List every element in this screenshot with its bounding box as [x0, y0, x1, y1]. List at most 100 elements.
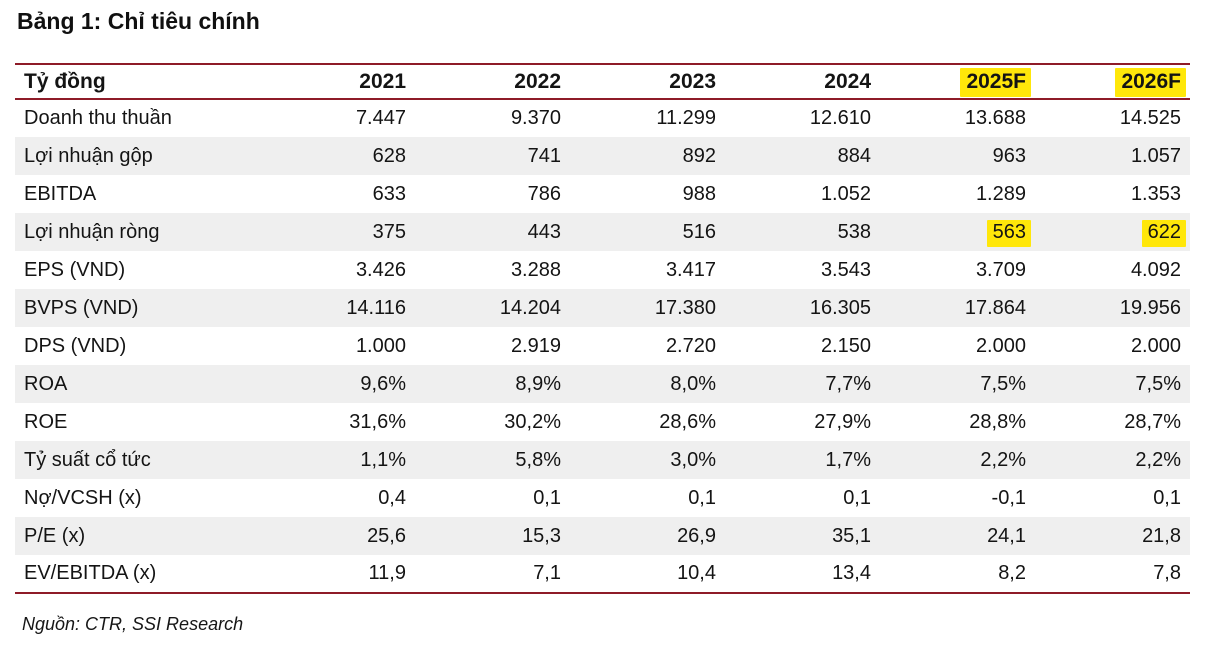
value-cell: 1.052 [820, 182, 871, 205]
value-cell: 633 [372, 182, 406, 205]
value-cell: 892 [682, 144, 716, 167]
value-cell: 563 [880, 213, 1035, 251]
value-cell: 24,1 [987, 524, 1026, 547]
value-cell: 3,0% [670, 448, 716, 471]
value-cell: 14.204 [499, 296, 561, 319]
value-cell: 7,5% [980, 372, 1026, 395]
row-label: ROA [24, 372, 68, 395]
value-cell: 7.447 [355, 107, 406, 129]
year-column-header: 2025F [880, 64, 1035, 100]
table-row: BVPS (VND) 14.116 14.204 17.380 16.305 17.864… [15, 289, 1190, 327]
value-cell: 1.353 [1130, 182, 1181, 205]
value-cell: 7,7% [825, 372, 871, 395]
value-cell: 963 [992, 144, 1026, 167]
value-cell: 443 [527, 220, 561, 243]
table-row: Nợ/VCSH (x) 0,4 0,1 0,1 0,1 -0,1 0,1 [15, 479, 1190, 517]
value-cell: 26,9 [677, 524, 716, 547]
row-label: Doanh thu thuần [24, 107, 172, 129]
row-label: ROE [24, 410, 68, 433]
value-cell: 8,0% [670, 372, 716, 395]
value-cell: 622 [1035, 213, 1190, 251]
value-cell: 3.543 [820, 258, 871, 281]
highlight-mark: 2025F [960, 67, 1031, 97]
year-column-header: 2024 [725, 64, 880, 100]
value-cell: 14.116 [346, 296, 406, 319]
value-cell: 11.299 [656, 107, 716, 129]
value-cell: 0,4 [378, 486, 406, 509]
row-label: Tỷ suất cổ tức [24, 448, 151, 471]
value-cell: 7,5% [1135, 372, 1181, 395]
value-cell: 13,4 [832, 562, 871, 584]
value-cell: 19.956 [1119, 296, 1181, 319]
value-cell: -0,1 [991, 486, 1026, 509]
row-label: EBITDA [24, 182, 97, 205]
table-row: Lợi nhuận gộp 628 741 892 884 963 1.057 [15, 137, 1190, 175]
value-cell: 25,6 [367, 524, 406, 547]
table-row: EV/EBITDA (x) 11,9 7,1 10,4 13,4 8,2 7,8 [15, 555, 1190, 593]
value-cell: 1,7% [825, 448, 871, 471]
value-cell: 3.709 [975, 258, 1026, 281]
value-cell: 2.919 [510, 334, 561, 357]
table-row: P/E (x) 25,6 15,3 26,9 35,1 24,1 21,8 [15, 517, 1190, 555]
value-cell: 31,6% [349, 410, 406, 433]
value-cell: 35,1 [832, 524, 871, 547]
value-cell: 12.610 [809, 107, 871, 129]
table-row: Tỷ suất cổ tức 1,1% 5,8% 3,0% 1,7% 2,2% 2,2% [15, 441, 1190, 479]
year-column-header: 2022 [415, 64, 570, 100]
value-cell: 2.000 [1130, 334, 1181, 357]
value-cell: 2,2% [1135, 448, 1181, 471]
table-row: EBITDA 633 786 988 1.052 1.289 1.353 [15, 175, 1190, 213]
table-body: Doanh thu thuần 7.447 9.370 11.299 12.610 13.… [15, 99, 1190, 593]
table-title: Bảng 1: Chỉ tiêu chính [17, 8, 260, 34]
row-label: EV/EBITDA (x) [24, 562, 157, 584]
value-cell: 884 [837, 144, 871, 167]
value-cell: 9.370 [510, 107, 561, 129]
value-cell: 28,7% [1124, 410, 1181, 433]
value-cell: 9,6% [360, 372, 406, 395]
value-cell: 1,1% [360, 448, 406, 471]
row-label: EPS (VND) [24, 258, 126, 281]
value-cell: 8,9% [515, 372, 561, 395]
value-cell: 4.092 [1130, 258, 1181, 281]
row-label: Lợi nhuận gộp [24, 144, 153, 167]
value-cell: 13.688 [964, 107, 1026, 129]
value-cell: 516 [682, 220, 716, 243]
value-cell: 3.426 [355, 258, 406, 281]
value-cell: 2.000 [975, 334, 1026, 357]
table-row: EPS (VND) 3.426 3.288 3.417 3.543 3.709 4.092 [15, 251, 1190, 289]
value-cell: 2,2% [980, 448, 1026, 471]
value-cell: 988 [682, 182, 716, 205]
value-cell: 0,1 [843, 486, 871, 509]
table-header: Tỷ đồng 2021 2022 2023 2024 2025F 2026F [15, 64, 1190, 100]
source-note: Nguồn: CTR, SSI Research [22, 614, 244, 634]
value-cell: 375 [372, 220, 406, 243]
value-cell: 1.057 [1130, 144, 1181, 167]
value-cell: 27,9% [814, 410, 871, 433]
value-cell: 0,1 [1153, 486, 1181, 509]
value-cell: 5,8% [515, 448, 561, 471]
value-cell: 3.288 [510, 258, 561, 281]
value-cell: 30,2% [504, 410, 561, 433]
key-metrics-table: Tỷ đồng 2021 2022 2023 2024 2025F 2026F Doanh … [15, 63, 1190, 594]
value-cell: 2.720 [665, 334, 716, 357]
year-column-header: 2026F [1035, 64, 1190, 100]
value-cell: 15,3 [522, 524, 561, 547]
unit-label-header: Tỷ đồng [15, 64, 260, 100]
value-cell: 0,1 [688, 486, 716, 509]
table-row: Lợi nhuận ròng 375 443 516 538 563 622 [15, 213, 1190, 251]
value-cell: 14.525 [1119, 107, 1181, 129]
value-cell: 2.150 [820, 334, 871, 357]
table-row: DPS (VND) 1.000 2.919 2.720 2.150 2.000 2.000 [15, 327, 1190, 365]
value-cell: 16.305 [809, 296, 871, 319]
highlight-mark: 622 [1141, 219, 1186, 247]
value-cell: 10,4 [677, 562, 716, 584]
header-row: Tỷ đồng 2021 2022 2023 2024 2025F 2026F [15, 64, 1190, 100]
value-cell: 538 [837, 220, 871, 243]
row-label: Nợ/VCSH (x) [24, 486, 142, 509]
table-row: ROA 9,6% 8,9% 8,0% 7,7% 7,5% 7,5% [15, 365, 1190, 403]
value-cell: 21,8 [1142, 524, 1181, 547]
value-cell: 1.000 [355, 334, 406, 357]
row-label: Lợi nhuận ròng [24, 220, 160, 243]
year-column-header: 2021 [260, 64, 415, 100]
value-cell: 8,2 [998, 562, 1026, 584]
